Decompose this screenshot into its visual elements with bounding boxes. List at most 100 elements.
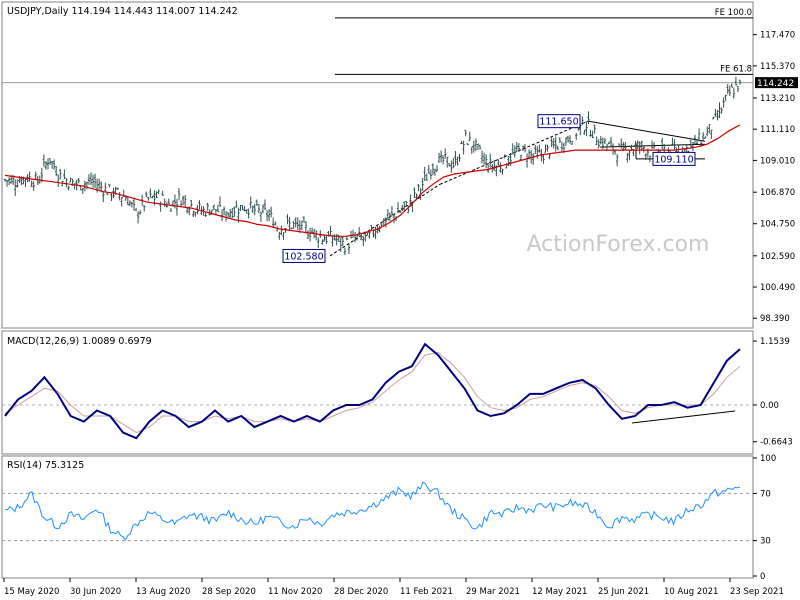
macd-divergence-line [631, 410, 736, 424]
price-bar [212, 204, 216, 211]
price-bar [544, 144, 547, 153]
price-bar [255, 199, 259, 206]
current-price-box [755, 77, 798, 89]
price-bar [372, 229, 375, 238]
price-annotation-box [282, 248, 326, 263]
price-bar [609, 136, 613, 148]
price-bar [566, 135, 570, 143]
price-bar [734, 76, 738, 86]
price-bar [513, 145, 516, 158]
price-bar [87, 174, 91, 185]
price-y-tick-label: 98.390 [760, 314, 790, 324]
price-bar [642, 145, 645, 153]
price-bar [169, 207, 173, 212]
price-bar [601, 137, 605, 150]
price-bar [712, 116, 715, 120]
rsi-y-tick-label: 30 [760, 537, 771, 547]
price-y-tick-label: 102.590 [760, 252, 795, 262]
price-bar [59, 168, 62, 180]
price-bar [693, 134, 697, 145]
price-bar [708, 124, 711, 134]
price-header: USDJPY,Daily 114.194 114.443 114.007 114… [7, 6, 238, 17]
price-bar [204, 212, 207, 218]
macd-panel: 1.1539 0.00 -0.6643 MACD(12,26,9) 1.0089 0… [1, 330, 793, 455]
x-tick-label: 28 Sep 2020 [202, 587, 256, 597]
price-bar [736, 85, 740, 93]
price-bar [85, 181, 89, 190]
price-y-tick-label: 109.010 [760, 156, 795, 166]
price-trendlines [329, 120, 706, 257]
price-bar [81, 187, 84, 195]
price-bar [695, 140, 699, 144]
price-bar [130, 201, 134, 208]
price-bar [208, 209, 211, 216]
price-bar [77, 177, 80, 184]
price-bar [374, 226, 377, 240]
price-bar [216, 204, 220, 213]
price-bar [341, 236, 345, 247]
price-bar [730, 83, 734, 88]
x-tick-label: 29 Mar 2021 [466, 587, 520, 597]
price-bar [370, 224, 373, 230]
rsi-levels [2, 492, 753, 542]
macd-y-tick-label: 0.00 [760, 401, 779, 411]
price-bar [183, 195, 187, 208]
price-bar [501, 168, 504, 175]
price-y-tick-label: 100.490 [760, 283, 795, 293]
price-bar [175, 198, 179, 216]
price-bar [482, 152, 486, 165]
price-bar [274, 221, 277, 226]
price-bar [5, 180, 9, 187]
price-bar [523, 144, 527, 153]
price-bar [128, 200, 132, 207]
trend-solid-line [599, 143, 706, 148]
x-tick-label: 10 Aug 2021 [664, 587, 718, 597]
price-bar [3, 178, 7, 182]
price-bar [206, 202, 209, 211]
price-bar [147, 196, 150, 201]
price-bar [581, 116, 584, 125]
macd-y-tick-label: 1.1539 [760, 337, 790, 347]
price-bar [67, 185, 70, 191]
x-tick-label: 23 Sep 2021 [730, 587, 784, 597]
price-bar [607, 141, 611, 145]
price-bar [710, 129, 713, 139]
macd-y-axis: 1.1539 0.00 -0.6643 [753, 337, 793, 448]
price-bar [585, 121, 588, 136]
fe-level-label: FE 61.8 [720, 64, 752, 74]
price-bar [32, 181, 35, 191]
price-y-tick-label: 115.370 [760, 62, 795, 72]
price-bar [134, 208, 138, 212]
price-bar [714, 108, 717, 117]
price-bar [464, 129, 467, 137]
price-bar [413, 187, 416, 199]
price-annotation-label: 109.110 [654, 154, 693, 165]
rsi-line [4, 481, 741, 541]
price-bar [54, 165, 58, 177]
price-bar [46, 158, 50, 170]
price-panel-frame [1, 1, 754, 329]
price-y-tick-label: 111.110 [760, 125, 795, 135]
price-bar [181, 195, 185, 206]
price-bar [155, 191, 158, 199]
price-bar [102, 191, 105, 203]
price-bar [116, 187, 119, 190]
rsi-header: RSI(14) 75.3125 [7, 460, 84, 471]
price-bar [652, 142, 656, 149]
price-bar [360, 233, 363, 241]
rsi-panel-frame [1, 455, 754, 579]
price-y-tick-label: 106.870 [760, 188, 795, 198]
price-bar [560, 141, 564, 152]
price-bar [554, 136, 557, 152]
price-bar [706, 126, 709, 137]
price-bar [390, 205, 394, 217]
price-bar [450, 160, 453, 173]
price-bar [439, 150, 443, 163]
macd-signal-line [4, 351, 741, 434]
price-bar [462, 140, 465, 155]
price-bar [472, 140, 476, 153]
price-bar [448, 163, 451, 167]
price-bar [331, 235, 334, 247]
price-bar [425, 173, 428, 181]
